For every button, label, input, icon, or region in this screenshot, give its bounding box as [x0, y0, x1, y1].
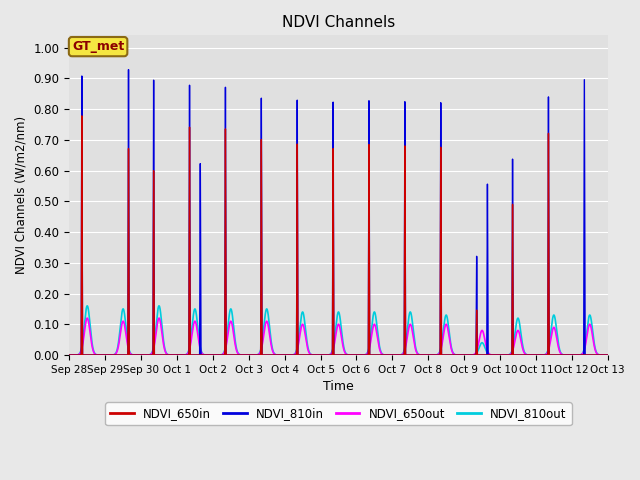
- Text: GT_met: GT_met: [72, 40, 124, 53]
- Title: NDVI Channels: NDVI Channels: [282, 15, 395, 30]
- Legend: NDVI_650in, NDVI_810in, NDVI_650out, NDVI_810out: NDVI_650in, NDVI_810in, NDVI_650out, NDV…: [106, 402, 572, 425]
- Y-axis label: NDVI Channels (W/m2/nm): NDVI Channels (W/m2/nm): [15, 116, 28, 274]
- X-axis label: Time: Time: [323, 380, 354, 393]
